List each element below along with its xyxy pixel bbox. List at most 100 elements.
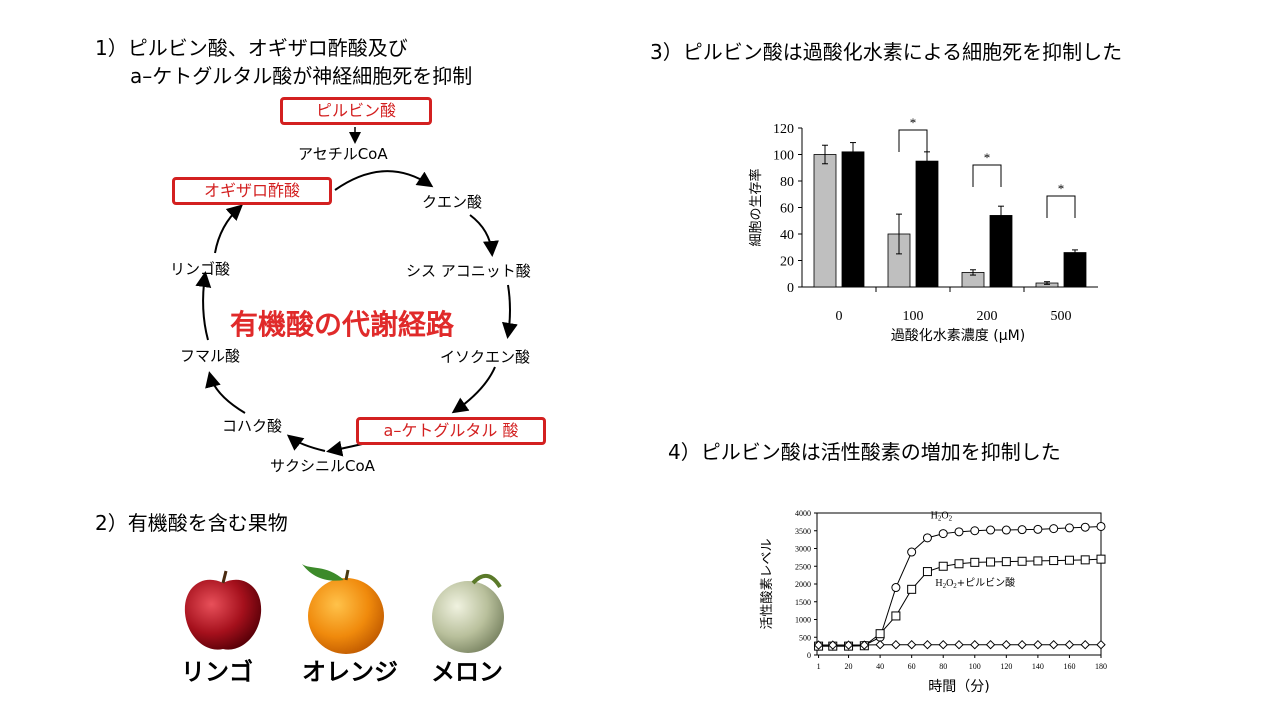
fumarate-label: フマル酸 — [180, 347, 241, 365]
point-diamond — [1096, 639, 1106, 650]
arrow-cis-iso — [501, 284, 518, 339]
chart1-title: 3）ピルビン酸は過酸化水素による細胞死を抑制した — [650, 40, 1123, 64]
bar — [989, 215, 1013, 288]
bar-chart-svg: 0 20 40 60 80 100 120 0 100 200 500 * * * 過酸化水素濃度 (μM)… — [748, 115, 1098, 344]
line-x-tick-label: 160 — [1063, 662, 1075, 671]
section1-title-line2: a–ケトグルタル酸が神経細胞死を抑制 — [130, 64, 473, 88]
cis-aconitate-label: シス アコニット酸 — [406, 262, 531, 280]
bar-y-tick-label: 100 — [773, 149, 794, 164]
point-diamond — [985, 639, 996, 650]
line-y-tick-label: 4000 — [795, 509, 811, 518]
isocitrate-label: イソクエン酸 — [440, 348, 531, 366]
bar-chart: 0 20 40 60 80 100 120 0 100 200 500 * * * 過酸化水素濃度 (μM)… — [740, 110, 1120, 350]
oxaloacetate-box: オギザロ酢酸 — [172, 177, 332, 205]
fruit-label-melon: メロン — [431, 658, 503, 686]
significance-star: * — [984, 150, 991, 165]
fruit-label-apple: リンゴ — [181, 658, 253, 686]
point-square — [1033, 556, 1043, 566]
significance-bracket — [1046, 195, 1076, 218]
malate-label: リンゴ酸 — [170, 260, 231, 278]
point-circle — [970, 526, 980, 536]
bar-y-tick-label: 80 — [780, 175, 794, 190]
point-diamond — [906, 639, 917, 650]
line-x-tick-label: 80 — [939, 662, 947, 671]
point-square — [891, 611, 901, 621]
point-circle — [1096, 521, 1106, 531]
bar-x-tick-label: 0 — [836, 309, 843, 324]
point-circle — [1017, 525, 1027, 535]
bar-x-axis-label: 過酸化水素濃度 (μM) — [891, 328, 1025, 344]
pathway-diagram: ピルビン酸 アセチルCoA オギザロ酢酸 クエン酸 リンゴ酸 シス アコニット酸… — [150, 95, 590, 485]
point-circle — [938, 529, 948, 539]
point-diamond — [954, 639, 964, 650]
bar — [1063, 252, 1087, 288]
apple-image — [178, 565, 268, 655]
line-y-tick-label: 3500 — [795, 527, 811, 536]
line-y-axis-label: 活性酸素レベル — [760, 538, 775, 629]
point-diamond — [922, 639, 933, 650]
point-diamond — [891, 639, 901, 650]
bar-y-tick-label: 40 — [780, 228, 794, 243]
pyruvate-box: ピルビン酸 — [280, 97, 432, 125]
arrow-citrate-cis — [469, 214, 499, 257]
line-x-axis-label: 時間（分) — [928, 679, 989, 695]
point-square — [922, 567, 932, 577]
line-y-tick-label: 1500 — [795, 598, 811, 607]
point-diamond — [1080, 639, 1090, 650]
point-circle — [954, 527, 964, 537]
fruit-label-orange: オレンジ — [302, 658, 398, 686]
point-square — [875, 629, 885, 639]
point-circle — [922, 533, 932, 543]
line-x-tick-label: 20 — [845, 662, 853, 671]
chart2-title: 4）ピルビン酸は活性酸素の増加を抑制した — [668, 440, 1061, 464]
point-diamond — [813, 640, 824, 650]
point-square — [954, 559, 964, 569]
akg-box: a–ケトグルタル 酸 — [356, 417, 546, 445]
line-y-tick-label: 500 — [799, 633, 811, 642]
bar-y-tick-label: 0 — [787, 281, 794, 296]
point-square — [970, 557, 980, 567]
point-diamond — [1064, 639, 1075, 650]
line-y-tick-label: 1000 — [795, 616, 811, 625]
point-circle — [986, 525, 996, 535]
point-square — [1017, 556, 1027, 566]
line-x-tick-label: 60 — [908, 662, 916, 671]
line-x-tick-label: 140 — [1032, 662, 1044, 671]
series-label-h2o2: H2O2 — [931, 510, 953, 522]
succinate-label: コハク酸 — [222, 417, 283, 435]
line-y-tick-label: 2500 — [795, 562, 811, 571]
orange-image — [296, 560, 392, 656]
point-circle — [1064, 523, 1074, 533]
point-square — [1080, 555, 1090, 565]
line-x-tick-label: 100 — [969, 662, 981, 671]
line-chart: 0 500 1000 1500 2000 2500 3000 3500 4000 1 20 40 60 8… — [755, 505, 1125, 705]
series-line — [818, 558, 1102, 647]
bar-x-tick-label: 200 — [977, 309, 998, 324]
series-label-h2o2-pyruvate: H2O2+ピルビン酸 — [935, 576, 1015, 590]
point-diamond — [1033, 639, 1043, 650]
point-diamond — [938, 639, 948, 650]
arrow-to-citrate — [334, 170, 434, 191]
citrate-label: クエン酸 — [422, 193, 483, 211]
arrow-fumarate-malate — [195, 271, 212, 341]
point-diamond — [843, 640, 854, 650]
point-diamond — [1017, 639, 1027, 650]
line-y-tick-label: 0 — [807, 651, 811, 660]
point-square — [907, 584, 917, 594]
point-circle — [1049, 524, 1059, 534]
point-circle — [1001, 525, 1011, 535]
significance-star: * — [1058, 181, 1065, 196]
bar — [915, 160, 939, 288]
bar-y-tick-label: 20 — [780, 255, 794, 270]
point-diamond — [1048, 639, 1059, 650]
point-diamond — [1001, 639, 1012, 650]
point-diamond — [970, 639, 980, 650]
point-square — [1096, 554, 1106, 564]
line-x-tick-label: 180 — [1095, 662, 1107, 671]
point-square — [986, 557, 996, 567]
point-square — [1064, 555, 1074, 565]
significance-star: * — [910, 115, 917, 130]
succinyl-coa-label: サクシニルCoA — [270, 457, 375, 475]
significance-bracket — [898, 129, 928, 152]
